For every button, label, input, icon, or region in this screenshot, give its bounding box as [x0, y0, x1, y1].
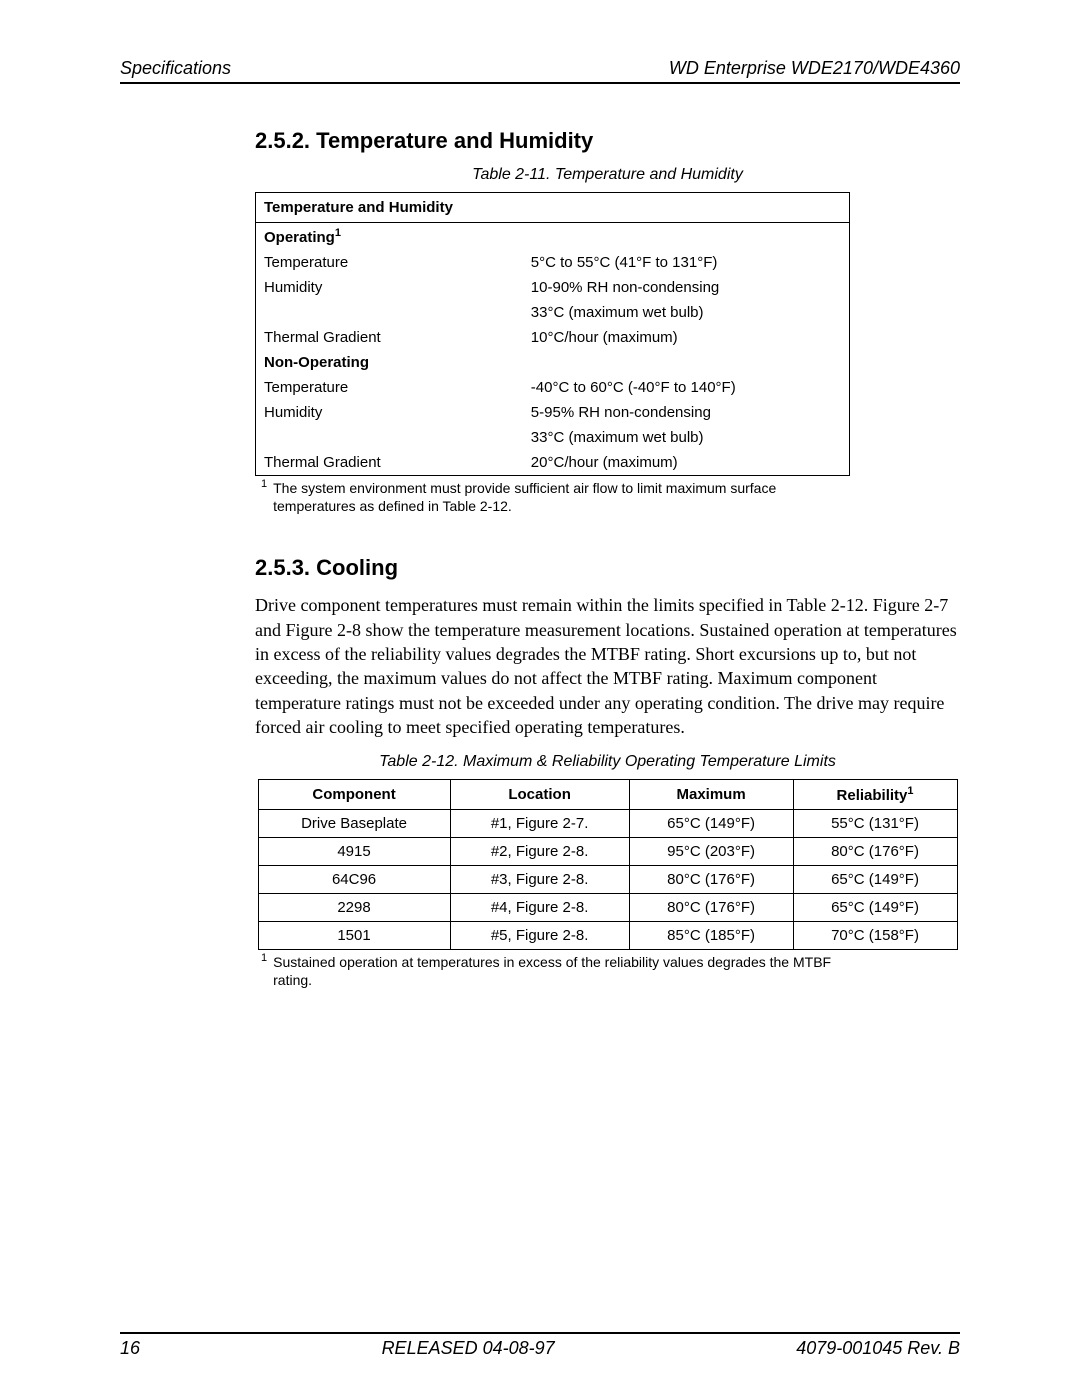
- cell: 95°C (203°F): [629, 838, 793, 866]
- table-header-row: Component Location Maximum Reliability1: [258, 780, 957, 810]
- table-row: 33°C (maximum wet bulb): [256, 425, 850, 450]
- table-row: 1501 #5, Figure 2-8. 85°C (185°F) 70°C (…: [258, 922, 957, 950]
- footnote-text: The system environment must provide suff…: [273, 479, 851, 515]
- section-253-heading: 2.5.3. Cooling: [255, 555, 960, 581]
- operating-label: Operating: [264, 229, 335, 246]
- row-label: Temperature: [256, 250, 523, 275]
- footnote-mark: 1: [261, 953, 267, 989]
- row-value: 10-90% RH non-condensing: [523, 275, 850, 300]
- table-row: Thermal Gradient20°C/hour (maximum): [256, 450, 850, 476]
- footer-center: RELEASED 04-08-97: [382, 1338, 555, 1359]
- cell: 70°C (158°F): [793, 922, 957, 950]
- cell: #2, Figure 2-8.: [450, 838, 629, 866]
- col-reliability: Reliability1: [793, 780, 957, 810]
- cell: 4915: [258, 838, 450, 866]
- table-row: 64C96 #3, Figure 2-8. 80°C (176°F) 65°C …: [258, 866, 957, 894]
- cell: 55°C (131°F): [793, 810, 957, 838]
- content-area: 2.5.2. Temperature and Humidity Table 2-…: [120, 128, 960, 990]
- cell: 80°C (176°F): [793, 838, 957, 866]
- cell: Drive Baseplate: [258, 810, 450, 838]
- cell: 65°C (149°F): [793, 894, 957, 922]
- page: Specifications WD Enterprise WDE2170/WDE…: [0, 0, 1080, 1397]
- cell: #1, Figure 2-7.: [450, 810, 629, 838]
- row-label: Humidity: [256, 275, 523, 300]
- page-header: Specifications WD Enterprise WDE2170/WDE…: [120, 58, 960, 84]
- cell: #3, Figure 2-8.: [450, 866, 629, 894]
- row-label: Thermal Gradient: [256, 325, 523, 350]
- cell: 65°C (149°F): [629, 810, 793, 838]
- spacer: [255, 515, 960, 555]
- col-location: Location: [450, 780, 629, 810]
- table-2-11-footnote: 1 The system environment must provide su…: [261, 479, 851, 515]
- page-footer: 16 RELEASED 04-08-97 4079-001045 Rev. B: [120, 1332, 960, 1359]
- row-label: Temperature: [256, 375, 523, 400]
- row-label: Thermal Gradient: [256, 450, 523, 476]
- table-2-12-footnote: 1 Sustained operation at temperatures in…: [261, 953, 851, 989]
- cell: 64C96: [258, 866, 450, 894]
- cell: 80°C (176°F): [629, 866, 793, 894]
- header-left: Specifications: [120, 58, 231, 79]
- row-value: 5°C to 55°C (41°F to 131°F): [523, 250, 850, 275]
- table-2-11-title: Temperature and Humidity: [256, 193, 850, 223]
- col-component: Component: [258, 780, 450, 810]
- col-maximum: Maximum: [629, 780, 793, 810]
- table-2-12: Component Location Maximum Reliability1 …: [258, 779, 958, 950]
- operating-subhead: Operating1: [256, 223, 850, 251]
- footnote-mark: 1: [261, 479, 267, 515]
- table-row: Temperature-40°C to 60°C (-40°F to 140°F…: [256, 375, 850, 400]
- table-row: Humidity10-90% RH non-condensing: [256, 275, 850, 300]
- table-row: 33°C (maximum wet bulb): [256, 300, 850, 325]
- col-reliability-sup: 1: [907, 785, 913, 797]
- footer-right: 4079-001045 Rev. B: [796, 1338, 960, 1359]
- table-row: 4915 #2, Figure 2-8. 95°C (203°F) 80°C (…: [258, 838, 957, 866]
- row-value: -40°C to 60°C (-40°F to 140°F): [523, 375, 850, 400]
- operating-sup: 1: [335, 227, 341, 239]
- section-253-body: Drive component temperatures must remain…: [255, 593, 960, 739]
- nonoperating-subhead: Non-Operating: [256, 350, 850, 375]
- cell: #4, Figure 2-8.: [450, 894, 629, 922]
- footer-page-number: 16: [120, 1338, 140, 1359]
- cell: 85°C (185°F): [629, 922, 793, 950]
- header-right: WD Enterprise WDE2170/WDE4360: [669, 58, 960, 79]
- cell: 1501: [258, 922, 450, 950]
- row-value: 33°C (maximum wet bulb): [523, 300, 850, 325]
- table-row: Humidity5-95% RH non-condensing: [256, 400, 850, 425]
- col-reliability-label: Reliability: [837, 787, 908, 804]
- cell: 65°C (149°F): [793, 866, 957, 894]
- cell: #5, Figure 2-8.: [450, 922, 629, 950]
- table-row: 2298 #4, Figure 2-8. 80°C (176°F) 65°C (…: [258, 894, 957, 922]
- table-row: Drive Baseplate #1, Figure 2-7. 65°C (14…: [258, 810, 957, 838]
- row-value: 20°C/hour (maximum): [523, 450, 850, 476]
- table-2-11: Temperature and Humidity Operating1 Temp…: [255, 192, 850, 476]
- row-value: 33°C (maximum wet bulb): [523, 425, 850, 450]
- cell: 2298: [258, 894, 450, 922]
- table-row: Temperature5°C to 55°C (41°F to 131°F): [256, 250, 850, 275]
- row-label: [256, 425, 523, 450]
- section-252-heading: 2.5.2. Temperature and Humidity: [255, 128, 960, 154]
- row-label: Humidity: [256, 400, 523, 425]
- footnote-text: Sustained operation at temperatures in e…: [273, 953, 851, 989]
- row-label: [256, 300, 523, 325]
- cell: 80°C (176°F): [629, 894, 793, 922]
- table-2-11-caption: Table 2-11. Temperature and Humidity: [255, 166, 960, 184]
- row-value: 5-95% RH non-condensing: [523, 400, 850, 425]
- row-value: 10°C/hour (maximum): [523, 325, 850, 350]
- table-2-12-caption: Table 2-12. Maximum & Reliability Operat…: [255, 753, 960, 771]
- table-row: Thermal Gradient10°C/hour (maximum): [256, 325, 850, 350]
